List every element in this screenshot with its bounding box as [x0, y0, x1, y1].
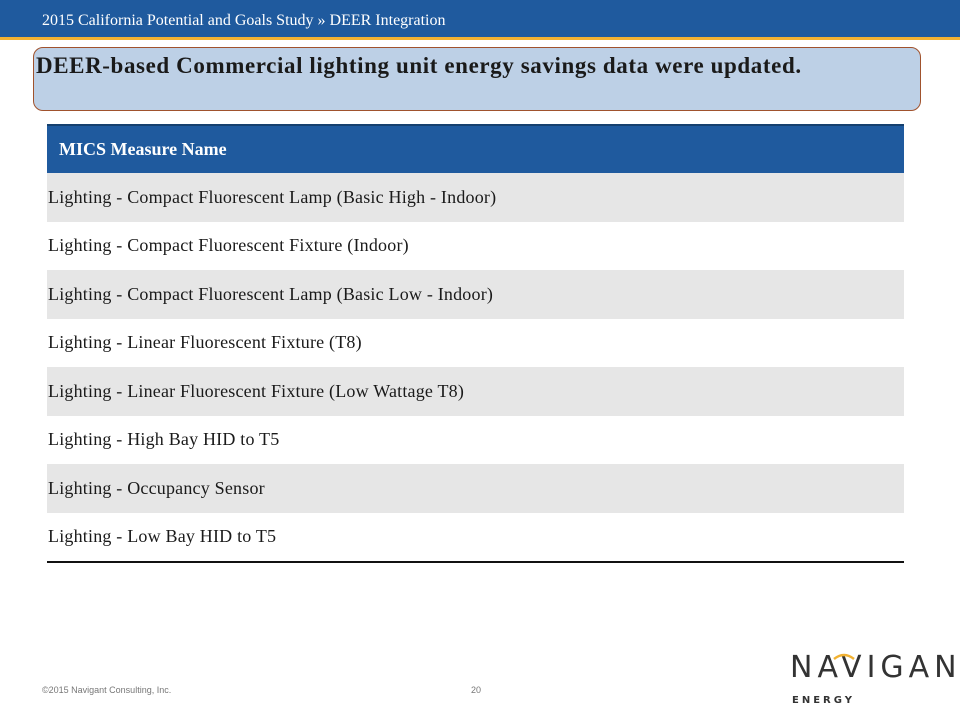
table-cell: Lighting - Linear Fluorescent Fixture (L…: [48, 380, 465, 401]
logo-energy-label: ENERGY: [792, 695, 855, 706]
table-cell: Lighting - Occupancy Sensor: [48, 477, 265, 498]
page-number: 20: [471, 685, 482, 695]
footer-copyright: ©2015 Navigant Consulting, Inc.: [42, 685, 172, 695]
logo-wordmark: NAVIGANT: [790, 650, 960, 685]
table-cell: Lighting - High Bay HID to T5: [48, 429, 280, 450]
navigant-logo-icon: NAVIGANT ENERGY: [790, 650, 960, 710]
table-row: Lighting - Compact Fluorescent Lamp (Bas…: [47, 270, 904, 319]
table-header: MICS Measure Name: [47, 124, 904, 173]
measure-table: MICS Measure Name Lighting - Compact Flu…: [47, 124, 904, 563]
table-row: Lighting - Linear Fluorescent Fixture (T…: [47, 319, 904, 368]
table-row: Lighting - High Bay HID to T5: [47, 416, 904, 465]
logo-accent-icon: [833, 653, 855, 661]
slide-section-title: 2015 California Potential and Goals Stud…: [42, 12, 446, 29]
table-cell: Lighting - Compact Fluorescent Lamp (Bas…: [48, 186, 497, 207]
slide-headline: DEER-based Commercial lighting unit ener…: [36, 53, 802, 78]
table-row: Lighting - Occupancy Sensor: [47, 464, 904, 513]
table-row: Lighting - Compact Fluorescent Lamp (Bas…: [47, 173, 904, 222]
headline-box: [33, 47, 921, 111]
table-cell: Lighting - Low Bay HID to T5: [48, 526, 277, 547]
table-cell: Lighting - Linear Fluorescent Fixture (T…: [48, 332, 362, 353]
table-row: Lighting - Compact Fluorescent Fixture (…: [47, 222, 904, 271]
top-band: [0, 0, 960, 40]
table-row: Lighting - Low Bay HID to T5: [47, 513, 904, 562]
table-cell: Lighting - Compact Fluorescent Lamp (Bas…: [48, 283, 494, 304]
table-cell: Lighting - Compact Fluorescent Fixture (…: [48, 235, 409, 256]
column-header-measure-name: MICS Measure Name: [59, 139, 227, 159]
table-row: Lighting - Linear Fluorescent Fixture (L…: [47, 367, 904, 416]
